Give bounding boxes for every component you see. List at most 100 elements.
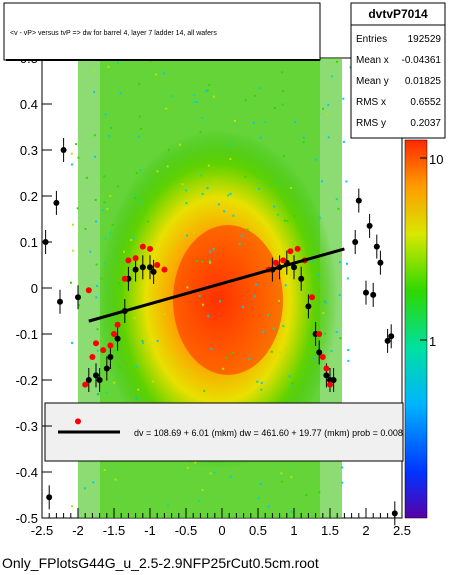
profile-point-black	[363, 289, 369, 296]
heatmap-cell	[278, 299, 281, 302]
heatmap-cell	[109, 195, 112, 198]
heatmap-cell	[70, 281, 72, 284]
profile-red	[75, 243, 333, 425]
heatmap-cell	[242, 305, 244, 308]
heatmap-cell	[134, 197, 137, 200]
stats-label: Mean x	[356, 55, 389, 66]
x-tick-label: 0.5	[249, 523, 267, 538]
profile-point-red	[309, 294, 315, 301]
profile-point-black	[330, 377, 337, 383]
heatmap-cell	[139, 201, 142, 204]
heatmap-cell	[227, 194, 230, 197]
heatmap-cell	[219, 300, 222, 303]
heatmap-cell	[103, 175, 106, 178]
profile-point-black	[57, 298, 63, 305]
fit-line	[88, 247, 345, 323]
heatmap-cell	[193, 100, 196, 103]
profile-point-black	[316, 349, 323, 356]
heatmap-cell	[151, 380, 154, 383]
heatmap-cell	[281, 103, 284, 106]
profile-point-black	[132, 266, 139, 273]
heatmap-cell	[205, 90, 208, 93]
profile-point-black	[388, 333, 395, 340]
stats-name: dvtvP7014	[368, 7, 428, 21]
profile-point-red	[316, 331, 323, 337]
heatmap-cell	[228, 143, 231, 146]
heatmap-cell	[71, 163, 73, 166]
stats-label: RMS x	[356, 97, 386, 108]
profile-point-black	[114, 335, 121, 342]
profile-point-red	[121, 275, 128, 282]
heatmap-cell	[198, 295, 201, 297]
heatmap-cell	[233, 120, 236, 122]
stats-label: Mean y	[356, 76, 389, 87]
y-tick-label: 0.2	[20, 189, 38, 204]
heatmap-cell	[337, 207, 340, 210]
profile-point-red	[89, 354, 96, 360]
y-tick-label: -0.5	[16, 511, 38, 526]
heatmap-cell	[156, 170, 159, 173]
heatmap-cell	[229, 192, 232, 195]
heatmap-cell	[110, 126, 113, 129]
heatmap-cell	[259, 136, 262, 139]
heatmap-cell	[201, 260, 204, 263]
heatmap-cell	[286, 220, 289, 222]
heatmap-cell	[270, 350, 273, 353]
heatmap-cell	[335, 331, 338, 333]
heatmap-cell	[293, 215, 296, 218]
profile-point-red	[273, 259, 279, 266]
heatmap-cell	[240, 234, 243, 237]
heatmap-cell	[185, 369, 188, 372]
heatmap-cell	[254, 94, 257, 97]
heatmap-cell	[141, 341, 144, 344]
heatmap-cell	[103, 201, 106, 204]
profile-point-black	[103, 365, 110, 372]
heatmap-cell	[212, 248, 215, 251]
heatmap-cell	[103, 469, 106, 471]
heatmap-cell	[335, 198, 338, 201]
x-tick-label: 2.5	[393, 523, 411, 538]
profile-point-black	[352, 239, 359, 245]
heatmap-cell	[345, 180, 348, 183]
heatmap-cell	[199, 131, 202, 134]
heatmap-cell	[229, 158, 232, 160]
profile-point-red	[287, 248, 294, 255]
profile-point-black	[305, 303, 312, 310]
profile-point-black	[355, 197, 362, 204]
heatmap-cell	[202, 303, 204, 306]
heatmap-cell	[107, 65, 110, 68]
heatmap-cell	[206, 89, 209, 92]
heatmap-cell	[94, 198, 97, 201]
heatmap-cell	[330, 349, 333, 352]
heatmap-cell	[238, 242, 241, 245]
heatmap-cell	[96, 349, 99, 352]
profile-point-red	[82, 381, 89, 388]
profile-point-red	[147, 245, 153, 252]
profile-point-black	[53, 199, 60, 206]
heatmap-cell	[290, 476, 293, 479]
heatmap-cell	[92, 481, 95, 484]
profile-point-red	[139, 243, 146, 250]
heatmap-cell	[288, 375, 291, 378]
heatmap-cell	[97, 392, 100, 395]
heatmap-cell	[223, 210, 226, 213]
heatmap-cell	[167, 504, 170, 507]
heatmap-cell	[267, 314, 269, 317]
heatmap-cell	[305, 494, 308, 496]
footer-filename: Only_FPlotsG44G_u_2.5-2.9NFP25rCut0.5cm.…	[2, 555, 319, 571]
profile-point-black	[139, 264, 146, 271]
heatmap-cell	[336, 60, 338, 63]
stats-value: 0.6552	[410, 97, 441, 108]
profile-point-red	[319, 354, 326, 360]
heatmap-cell	[255, 283, 258, 286]
heatmap-cell	[209, 261, 212, 264]
y-tick-label: 0.4	[20, 97, 38, 112]
heatmap-cell	[322, 107, 325, 110]
x-tick-label: -2	[72, 523, 84, 538]
heatmap-cell	[209, 250, 211, 253]
z-axis: 1 10	[420, 152, 443, 349]
heatmap-cell	[108, 134, 111, 137]
heatmap-cell	[347, 349, 350, 351]
heatmap-cell	[101, 209, 104, 212]
profile-point-black	[366, 222, 373, 229]
